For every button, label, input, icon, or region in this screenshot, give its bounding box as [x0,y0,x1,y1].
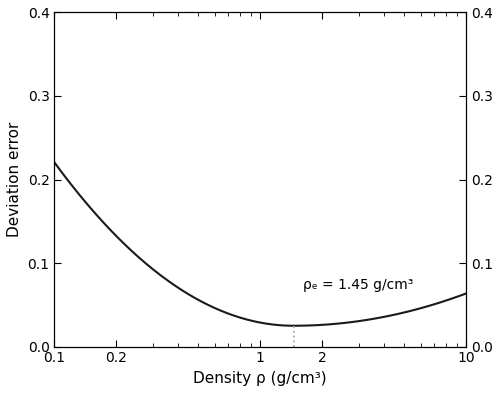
X-axis label: Density ρ (g/cm³): Density ρ (g/cm³) [194,371,327,386]
Text: ρₑ = 1.45 g/cm³: ρₑ = 1.45 g/cm³ [304,278,414,292]
Y-axis label: Deviation error: Deviation error [7,122,22,237]
